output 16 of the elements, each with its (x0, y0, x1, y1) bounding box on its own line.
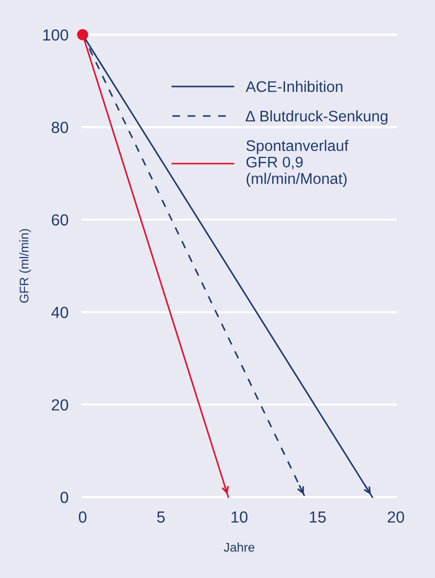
x-tick-label: 10 (232, 511, 248, 523)
y-tick-label: 20 (52, 399, 68, 411)
legend-label: ∆ Blutdruck-Senkung (246, 110, 388, 125)
x-tick-label: 20 (388, 511, 404, 523)
x-axis-title: Jahre (224, 542, 254, 552)
x-tick-label: 5 (157, 512, 165, 523)
y-tick-label: 40 (51, 306, 68, 318)
x-tick-label: 0 (78, 511, 86, 523)
y-tick-label: 60 (52, 214, 68, 226)
legend-label: Spontanverlauf GFR 0,9 (ml/min/Monat) (246, 140, 348, 187)
y-tick-label: 80 (52, 122, 68, 134)
legend-label: ACE-Inhibition (246, 80, 342, 92)
y-tick-label: 100 (43, 29, 68, 41)
x-tick-label: 15 (310, 512, 326, 523)
y-tick-label: 0 (60, 492, 68, 504)
y-axis-title: GFR (ml/min) (19, 229, 31, 303)
